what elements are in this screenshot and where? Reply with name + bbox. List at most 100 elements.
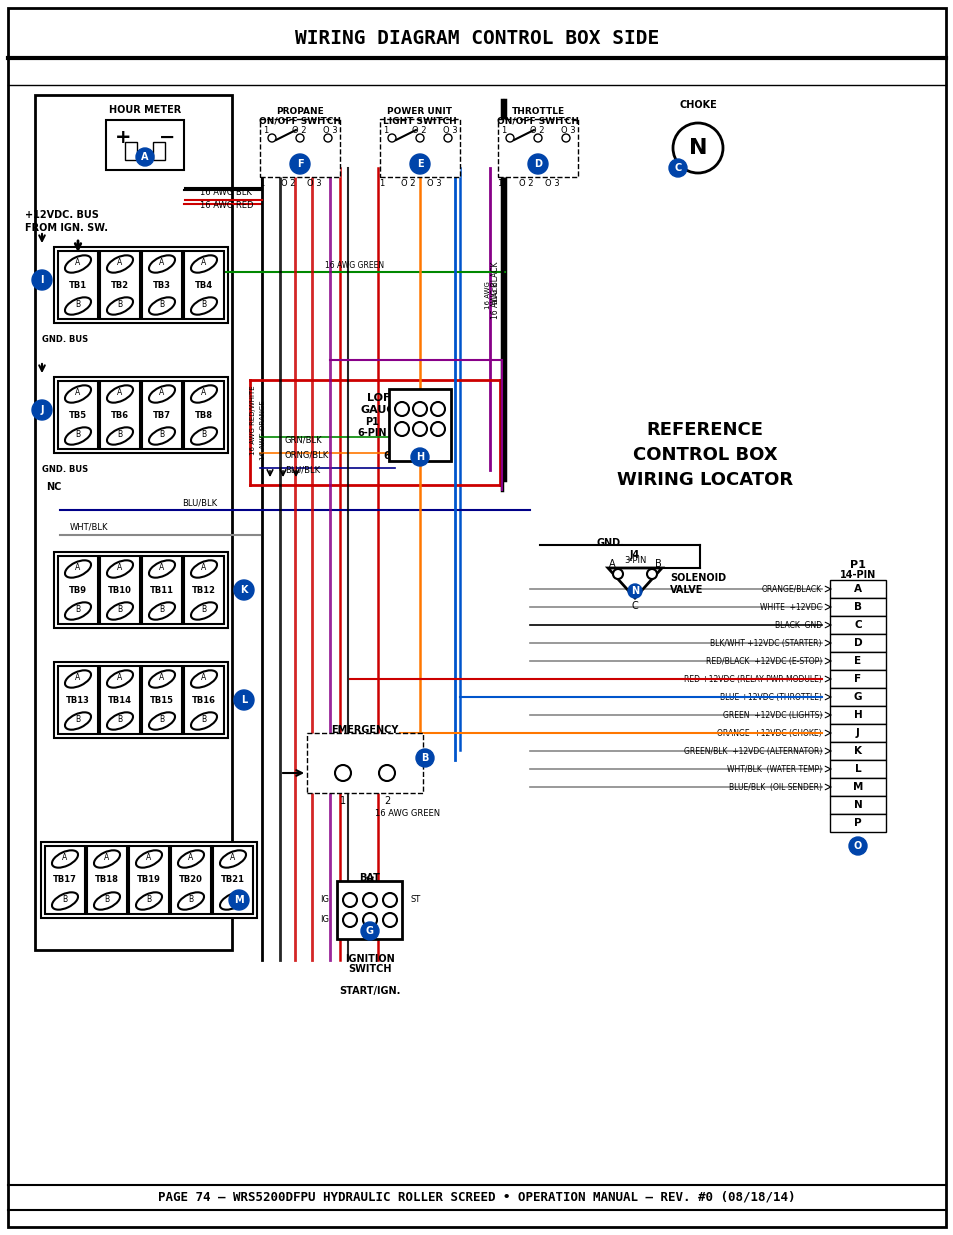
Text: K: K bbox=[853, 746, 862, 756]
Text: 16 AWG RED/WHITE: 16 AWG RED/WHITE bbox=[250, 385, 255, 454]
Text: 1: 1 bbox=[339, 797, 346, 806]
Text: A: A bbox=[75, 388, 81, 396]
Text: A: A bbox=[117, 258, 123, 267]
Bar bbox=[829, 706, 885, 724]
Text: B: B bbox=[654, 559, 660, 569]
Text: J: J bbox=[40, 405, 44, 415]
Text: L: L bbox=[240, 695, 247, 705]
Text: O 2: O 2 bbox=[518, 179, 533, 188]
Text: A: A bbox=[159, 258, 165, 267]
Ellipse shape bbox=[107, 671, 132, 688]
Ellipse shape bbox=[107, 561, 132, 578]
Circle shape bbox=[343, 913, 356, 927]
Bar bbox=[829, 797, 885, 814]
Text: A: A bbox=[62, 852, 68, 862]
Text: B: B bbox=[201, 430, 207, 438]
Text: B: B bbox=[146, 894, 152, 904]
Text: WHITE  +12VDC: WHITE +12VDC bbox=[760, 603, 821, 611]
Text: A: A bbox=[201, 388, 207, 396]
Text: 16 AWG
BLACK: 16 AWG BLACK bbox=[484, 282, 497, 309]
Text: D: D bbox=[853, 638, 862, 648]
Text: WIRING LOCATOR: WIRING LOCATOR bbox=[617, 471, 792, 489]
Bar bbox=[829, 634, 885, 652]
Text: B: B bbox=[159, 430, 164, 438]
Text: IG: IG bbox=[320, 895, 329, 904]
Circle shape bbox=[527, 154, 547, 174]
Bar bbox=[100, 666, 140, 734]
Bar bbox=[829, 671, 885, 688]
Text: GRN/BLK: GRN/BLK bbox=[285, 436, 322, 445]
Text: J: J bbox=[855, 727, 859, 739]
Text: H: H bbox=[416, 452, 424, 462]
Ellipse shape bbox=[65, 671, 91, 688]
Bar bbox=[171, 846, 211, 914]
Ellipse shape bbox=[107, 713, 132, 730]
Text: A: A bbox=[141, 152, 149, 162]
Text: B: B bbox=[853, 601, 862, 613]
Circle shape bbox=[443, 135, 452, 142]
Text: A: A bbox=[230, 852, 235, 862]
Text: BLUE/BLK  (OIL SENDER): BLUE/BLK (OIL SENDER) bbox=[728, 783, 821, 792]
Text: A: A bbox=[853, 584, 862, 594]
Text: M: M bbox=[233, 895, 244, 905]
Text: B: B bbox=[231, 894, 235, 904]
Text: RED +12VDC (RELAY PWR MODULE): RED +12VDC (RELAY PWR MODULE) bbox=[683, 674, 821, 683]
Bar bbox=[307, 734, 422, 793]
Ellipse shape bbox=[107, 427, 132, 445]
Text: C: C bbox=[853, 620, 861, 630]
Text: GREEN/BLK  +12VDC (ALTERNATOR): GREEN/BLK +12VDC (ALTERNATOR) bbox=[683, 746, 821, 756]
Polygon shape bbox=[607, 568, 661, 598]
Text: TB14: TB14 bbox=[108, 695, 132, 704]
Bar bbox=[54, 377, 228, 453]
Text: H: H bbox=[853, 710, 862, 720]
Text: TB13: TB13 bbox=[66, 695, 90, 704]
Ellipse shape bbox=[149, 671, 174, 688]
Text: O: O bbox=[853, 841, 862, 851]
Text: PAGE 74 — WRS5200DFPU HYDRAULIC ROLLER SCREED • OPERATION MANUAL — REV. #0 (08/1: PAGE 74 — WRS5200DFPU HYDRAULIC ROLLER S… bbox=[158, 1191, 795, 1203]
Circle shape bbox=[413, 422, 427, 436]
Circle shape bbox=[388, 135, 395, 142]
Text: RED/BLACK  +12VDC (E-STOP): RED/BLACK +12VDC (E-STOP) bbox=[705, 657, 821, 666]
Text: E: E bbox=[416, 159, 423, 169]
Text: 16 AWG BLACK: 16 AWG BLACK bbox=[491, 262, 499, 319]
Bar bbox=[142, 556, 182, 624]
Bar bbox=[129, 846, 169, 914]
Circle shape bbox=[290, 154, 310, 174]
Bar bbox=[41, 842, 256, 918]
Text: TB15: TB15 bbox=[150, 695, 173, 704]
Ellipse shape bbox=[191, 603, 216, 620]
Text: POWER UNIT: POWER UNIT bbox=[387, 106, 452, 116]
Bar bbox=[58, 556, 98, 624]
Text: 1: 1 bbox=[379, 179, 384, 188]
Text: O 3: O 3 bbox=[442, 126, 456, 135]
Circle shape bbox=[505, 135, 514, 142]
Text: CONTROL BOX: CONTROL BOX bbox=[632, 446, 777, 464]
Text: TB3: TB3 bbox=[152, 280, 171, 289]
Text: P2: P2 bbox=[391, 440, 404, 450]
Text: VALVE: VALVE bbox=[669, 585, 702, 595]
Text: E: E bbox=[854, 656, 861, 666]
Circle shape bbox=[627, 584, 641, 598]
Text: 16 AWG GREEN: 16 AWG GREEN bbox=[375, 809, 439, 818]
Text: P: P bbox=[853, 818, 861, 827]
Ellipse shape bbox=[220, 893, 246, 910]
Bar bbox=[184, 251, 224, 319]
Text: TB12: TB12 bbox=[192, 585, 215, 594]
Text: J4: J4 bbox=[629, 550, 639, 559]
Circle shape bbox=[136, 148, 153, 165]
Bar bbox=[87, 846, 127, 914]
Circle shape bbox=[324, 135, 332, 142]
Circle shape bbox=[411, 448, 429, 466]
Bar bbox=[142, 382, 182, 450]
Text: N: N bbox=[630, 585, 639, 597]
Text: 1: 1 bbox=[263, 126, 269, 135]
Ellipse shape bbox=[94, 851, 120, 868]
Text: THROTTLE: THROTTLE bbox=[511, 106, 564, 116]
Text: 1: 1 bbox=[501, 126, 506, 135]
Circle shape bbox=[382, 913, 396, 927]
Ellipse shape bbox=[149, 427, 174, 445]
Text: FROM IGN. SW.: FROM IGN. SW. bbox=[25, 224, 108, 233]
Text: B: B bbox=[159, 715, 164, 724]
Text: ON/OFF SWITCH: ON/OFF SWITCH bbox=[497, 116, 578, 126]
Text: B: B bbox=[201, 715, 207, 724]
